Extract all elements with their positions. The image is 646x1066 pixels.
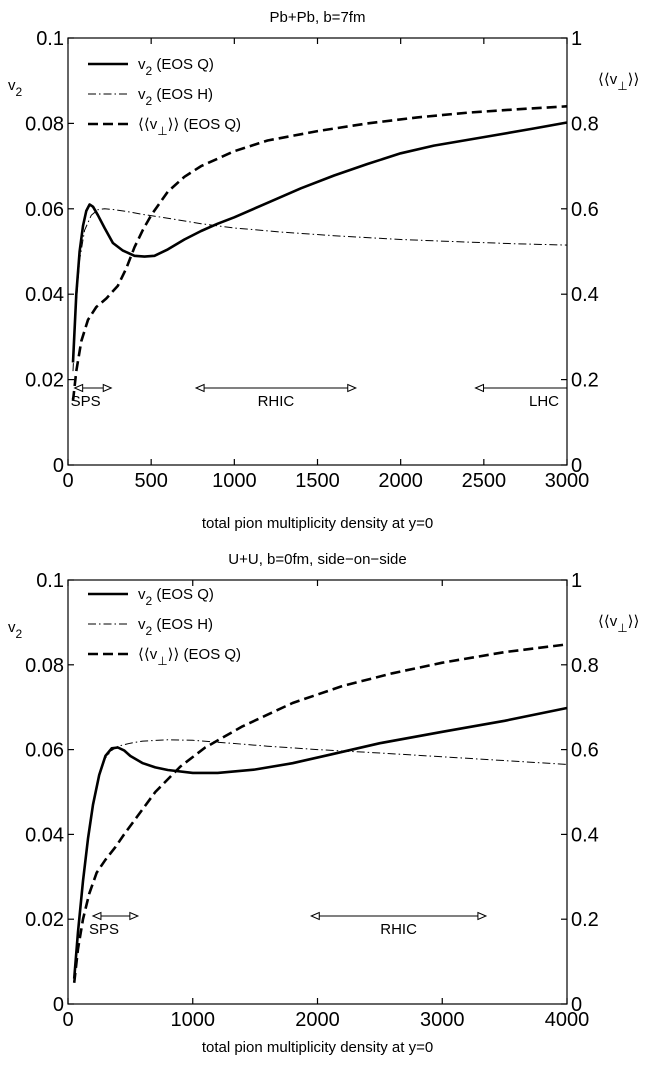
- y-right-tick-label: 0: [571, 455, 582, 477]
- annotation-arrow-left: [194, 383, 205, 393]
- y-right-tick-label: 0.2: [571, 370, 599, 392]
- y-right-axis-label: ⟨⟨v⊥⟩⟩: [598, 613, 639, 635]
- series-line-1: [71, 121, 568, 363]
- annotation-sps: SPS: [89, 911, 140, 938]
- x-axis-label: total pion multiplicity density at y=0: [202, 1039, 433, 1056]
- series-line-3: [72, 643, 568, 983]
- legend-label: v2 (EOS Q): [138, 56, 214, 78]
- y-left-tick-label: 0.08: [25, 113, 64, 135]
- series-line-2: [73, 739, 568, 979]
- y-left-tick-label: 0.06: [25, 740, 64, 762]
- x-tick-label: 3000: [545, 470, 590, 492]
- y-right-tick-label: 0.8: [571, 655, 599, 677]
- y-left-tick-label: 0.06: [25, 199, 64, 221]
- y-right-tick-label: 0.4: [571, 284, 599, 306]
- y-right-tick-label: 0.6: [571, 740, 599, 762]
- y-left-tick-label: 0.04: [25, 284, 64, 306]
- annotation-lhc: LHC: [474, 383, 567, 410]
- annotation-arrow-right: [477, 911, 488, 921]
- y-right-tick-label: 0.4: [571, 824, 599, 846]
- y-left-axis-label: v2: [8, 77, 23, 99]
- x-tick-label: 1000: [171, 1009, 216, 1031]
- series-line-2: [72, 208, 568, 372]
- y-left-tick-label: 0.1: [36, 28, 64, 50]
- annotation-arrow-left: [474, 383, 485, 393]
- annotation-rhic: RHIC: [194, 383, 358, 410]
- y-left-axis-label: v2: [8, 619, 23, 641]
- legend-label: ⟨⟨v⊥⟩⟩ (EOS Q): [138, 646, 241, 668]
- annotation-label: SPS: [89, 921, 119, 938]
- x-tick-label: 0: [62, 470, 73, 492]
- annotation-arrow-left: [91, 911, 102, 921]
- legend-label: v2 (EOS Q): [138, 586, 214, 608]
- y-left-tick-label: 0.08: [25, 655, 64, 677]
- x-tick-label: 1500: [295, 470, 340, 492]
- y-right-tick-label: 0.6: [571, 199, 599, 221]
- chart-title: Pb+Pb, b=7fm: [270, 9, 366, 26]
- x-tick-label: 3000: [420, 1009, 465, 1031]
- y-right-tick-label: 0: [571, 994, 582, 1016]
- y-left-tick-label: 0: [53, 455, 64, 477]
- annotation-arrow-right: [102, 383, 113, 393]
- annotation-arrow-left: [310, 911, 320, 921]
- legend-label: v2 (EOS H): [138, 616, 213, 638]
- series-line-3: [71, 105, 568, 402]
- series-line-1: [72, 706, 568, 979]
- y-right-tick-label: 0.2: [571, 909, 599, 931]
- y-left-tick-label: 0.1: [36, 570, 64, 592]
- y-left-tick-label: 0.02: [25, 909, 64, 931]
- x-tick-label: 4000: [545, 1009, 590, 1031]
- x-axis-label: total pion multiplicity density at y=0: [202, 515, 433, 532]
- y-left-tick-label: 0: [53, 994, 64, 1016]
- annotation-sps: SPS: [71, 383, 113, 410]
- annotation-arrow-right: [347, 383, 358, 393]
- annotation-arrow-right: [129, 911, 140, 921]
- y-right-tick-label: 1: [571, 28, 582, 50]
- y-left-tick-label: 0.04: [25, 824, 64, 846]
- annotation-rhic: RHIC: [310, 911, 488, 938]
- y-right-axis-label: ⟨⟨v⊥⟩⟩: [598, 71, 639, 93]
- annotation-label: RHIC: [258, 393, 295, 410]
- y-left-tick-label: 0.02: [25, 370, 64, 392]
- plot-frame: [67, 579, 568, 1005]
- x-tick-label: 500: [134, 470, 167, 492]
- legend-label: ⟨⟨v⊥⟩⟩ (EOS Q): [138, 116, 241, 138]
- x-tick-label: 2000: [378, 470, 423, 492]
- x-tick-label: 1000: [212, 470, 257, 492]
- annotation-arrow-left: [73, 383, 84, 393]
- panel-2: U+U, b=0fm, side−on−side 0 1000 2000 3000 400…: [25, 551, 599, 1056]
- y-right-tick-label: 1: [571, 570, 582, 592]
- x-tick-label: 2500: [462, 470, 507, 492]
- annotation-label: RHIC: [380, 921, 417, 938]
- annotation-label: SPS: [71, 393, 101, 410]
- annotation-label: LHC: [529, 393, 559, 410]
- x-tick-label: 2000: [295, 1009, 340, 1031]
- legend-label: v2 (EOS H): [138, 86, 213, 108]
- y-right-tick-label: 0.8: [571, 113, 599, 135]
- chart-title: U+U, b=0fm, side−on−side: [228, 551, 406, 568]
- x-tick-label: 0: [62, 1009, 73, 1031]
